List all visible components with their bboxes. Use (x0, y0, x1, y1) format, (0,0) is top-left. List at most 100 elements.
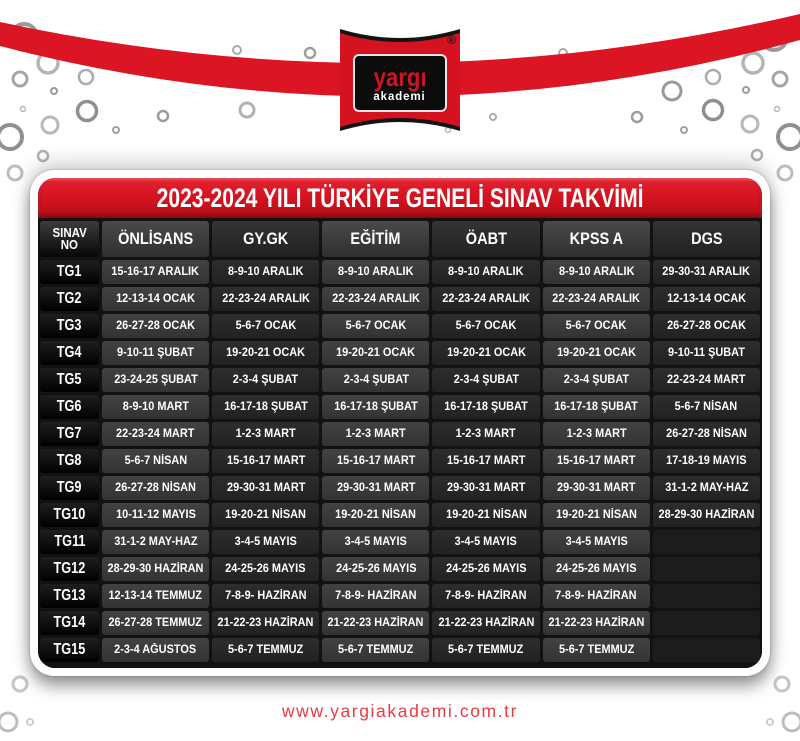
date-cell: 24-25-26 MAYIS (542, 557, 650, 581)
date-label: 1-2-3 MART (456, 428, 517, 440)
date-label: 28-29-30 HAZİRAN (107, 563, 204, 575)
row-header-sinav-no: SINAV NO (40, 221, 99, 257)
date-cell: 24-25-26 MAYIS (212, 557, 320, 581)
date-label: 8-9-10 ARALIK (338, 266, 414, 278)
date-cell: 9-10-11 ŞUBAT (102, 341, 210, 365)
date-cell: 8-9-10 ARALIK (212, 260, 320, 284)
date-cell: 29-30-31 MART (322, 476, 430, 500)
exam-no-label: TG2 (57, 290, 82, 307)
exam-no-label: TG5 (57, 371, 82, 388)
red-swoosh (0, 14, 800, 97)
date-label: 24-25-26 MAYIS (225, 563, 306, 575)
date-label: 16-17-18 ŞUBAT (554, 401, 639, 413)
date-cell: 17-18-19 MAYIS (652, 449, 760, 473)
date-cell: 3-4-5 MAYIS (212, 530, 320, 554)
exam-no-label: TG15 (53, 641, 86, 658)
date-label: 19-20-21 OCAK (556, 347, 636, 359)
date-label: 24-25-26 MAYIS (445, 563, 527, 575)
exam-no-cell: TG12 (40, 557, 99, 581)
brand-logo: ® yargı akademi (340, 26, 460, 134)
date-cell: 19-20-21 NİSAN (212, 503, 320, 527)
date-label: 8-9-10 ARALIK (228, 266, 304, 278)
date-label: 7-8-9- HAZİRAN (555, 590, 637, 602)
date-label: 5-6-7 OCAK (455, 320, 517, 332)
date-cell: 5-6-7 NİSAN (102, 449, 210, 473)
date-label: 2-3-4 ŞUBAT (233, 374, 299, 386)
date-label: 10-11-12 MAYIS (115, 509, 196, 521)
date-cell: 29-30-31 MART (432, 476, 540, 500)
date-cell: 10-11-12 MAYIS (102, 503, 210, 527)
date-label: 24-25-26 MAYIS (335, 563, 417, 575)
date-label: 7-8-9- HAZİRAN (445, 590, 527, 602)
date-cell: 9-10-11 ŞUBAT (652, 341, 760, 365)
exam-no-cell: TG9 (40, 476, 99, 500)
date-cell: 26-27-28 NİSAN (102, 476, 210, 500)
date-label: 29-30-31 MART (226, 482, 305, 494)
date-cell: 3-4-5 MAYIS (322, 530, 430, 554)
date-cell: 22-23-24 ARALIK (212, 287, 320, 311)
date-cell: 26-27-28 TEMMUZ (102, 611, 210, 635)
date-cell: 12-13-14 OCAK (102, 287, 210, 311)
column-header: ÖABT (432, 221, 540, 257)
row-header-line1: SINAV (52, 226, 87, 240)
date-label: 12-13-14 TEMMUZ (108, 590, 203, 602)
date-label: 19-20-21 NİSAN (335, 509, 417, 521)
date-label: 26-27-28 OCAK (116, 320, 196, 332)
exam-calendar-card: 2023-2024 YILI TÜRKİYE GENELİ SINAV TAKV… (30, 170, 770, 676)
date-cell: 16-17-18 ŞUBAT (322, 395, 430, 419)
date-label: 15-16-17 MART (557, 455, 636, 467)
date-label: 19-20-21 NİSAN (445, 509, 527, 521)
date-cell: 12-13-14 OCAK (652, 287, 760, 311)
date-label: 17-18-19 MAYIS (666, 455, 747, 467)
exam-calendar-table: 2023-2024 YILI TÜRKİYE GENELİ SINAV TAKV… (38, 178, 762, 668)
column-header-label: KPSS A (569, 229, 624, 248)
exam-no-cell: TG11 (40, 530, 99, 554)
date-cell: 15-16-17 MART (542, 449, 650, 473)
date-cell: 22-23-24 ARALIK (542, 287, 650, 311)
empty-cell (652, 530, 760, 554)
website-url: www.yargiakademi.com.tr (281, 701, 519, 721)
date-cell: 1-2-3 MART (542, 422, 650, 446)
date-cell: 21-22-23 HAZİRAN (542, 611, 650, 635)
date-cell: 5-6-7 TEMMUZ (322, 638, 430, 662)
date-cell: 29-30-31 ARALIK (652, 260, 760, 284)
calendar-title: 2023-2024 YILI TÜRKİYE GENELİ SINAV TAKV… (156, 182, 644, 213)
column-header: ÖNLİSANS (102, 221, 210, 257)
date-label: 9-10-11 ŞUBAT (667, 347, 745, 359)
date-label: 29-30-31 MART (336, 482, 416, 494)
date-label: 19-20-21 OCAK (336, 347, 416, 359)
date-label: 5-6-7 OCAK (235, 320, 297, 332)
column-header: GY.GK (212, 221, 320, 257)
date-cell: 2-3-4 ŞUBAT (432, 368, 540, 392)
date-label: 19-20-21 NİSAN (555, 509, 637, 521)
date-cell: 21-22-23 HAZİRAN (322, 611, 430, 635)
date-label: 31-1-2 MAY-HAZ (664, 482, 749, 494)
date-cell: 5-6-7 OCAK (322, 314, 430, 338)
date-label: 23-24-25 ŞUBAT (113, 374, 198, 386)
date-cell: 19-20-21 OCAK (432, 341, 540, 365)
exam-no-label: TG6 (57, 398, 82, 415)
exam-no-label: TG1 (57, 263, 82, 280)
date-cell: 22-23-24 MART (652, 368, 760, 392)
date-label: 15-16-17 MART (336, 455, 416, 467)
exam-no-label: TG13 (53, 587, 86, 604)
date-cell: 8-9-10 ARALIK (432, 260, 540, 284)
exam-no-cell: TG13 (40, 584, 99, 608)
date-label: 5-6-7 OCAK (565, 320, 627, 332)
date-label: 26-27-28 NİSAN (666, 428, 747, 440)
column-header-label: ÖNLİSANS (118, 229, 194, 248)
date-label: 29-30-31 MART (446, 482, 526, 494)
date-label: 5-6-7 TEMMUZ (338, 644, 414, 656)
date-cell: 24-25-26 MAYIS (322, 557, 430, 581)
exam-no-cell: TG4 (40, 341, 99, 365)
date-label: 5-6-7 NİSAN (675, 401, 738, 413)
date-cell: 1-2-3 MART (322, 422, 430, 446)
row-header-line2: NO (60, 238, 79, 252)
date-cell: 22-23-24 ARALIK (432, 287, 540, 311)
date-cell: 28-29-30 HAZİRAN (652, 503, 760, 527)
exam-no-label: TG14 (53, 614, 86, 631)
date-cell: 1-2-3 MART (212, 422, 320, 446)
date-label: 22-23-24 ARALIK (332, 293, 420, 305)
date-cell: 12-13-14 TEMMUZ (102, 584, 210, 608)
empty-cell (652, 638, 760, 662)
